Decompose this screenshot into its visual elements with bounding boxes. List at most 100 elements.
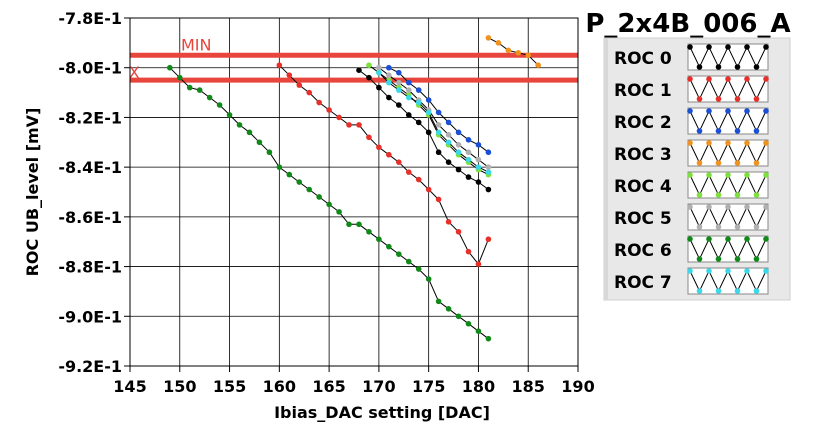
legend: ROC 0 ROC 1 ROC 2 ROC 3 ROC 4 ROC 5 ROC 6 ROC 7 [603, 37, 791, 301]
legend-swatch-marker [706, 140, 712, 146]
data-point [465, 156, 472, 163]
data-point [415, 87, 422, 93]
data-point [505, 47, 512, 54]
legend-swatch-marker [763, 108, 769, 114]
data-point [386, 64, 392, 71]
data-point [376, 236, 382, 243]
data-point [306, 89, 313, 96]
legend-swatch-marker [763, 44, 769, 50]
legend-swatch-marker [734, 224, 741, 230]
data-point [356, 122, 362, 128]
data-point [316, 99, 322, 106]
legend-swatch [687, 139, 769, 167]
legend-swatch-marker [725, 44, 731, 50]
legend-swatch-marker [696, 128, 703, 134]
legend-swatch-marker [734, 96, 741, 102]
data-point [276, 62, 283, 69]
data-point [326, 201, 332, 208]
x-tick-label: 150 [163, 377, 196, 396]
data-point [485, 169, 492, 175]
data-point [485, 186, 492, 193]
data-point [396, 102, 402, 108]
legend-swatch [687, 267, 769, 295]
data-point [455, 228, 462, 235]
data-point [515, 50, 522, 56]
data-point [435, 298, 442, 305]
data-point [465, 320, 472, 327]
legend-swatch-marker [725, 140, 731, 146]
data-point [376, 144, 382, 151]
legend-swatch-marker [744, 268, 750, 274]
reference-lines: MIN MAX [130, 35, 578, 83]
data-point [445, 132, 452, 138]
legend-swatch [687, 235, 769, 263]
data-point [346, 122, 352, 128]
data-point [366, 134, 372, 141]
x-tick-label: 175 [412, 377, 445, 396]
data-point [425, 276, 432, 282]
y-tick-label: -8.6E-1 [58, 208, 122, 227]
legend-label: ROC 3 [614, 145, 672, 165]
legend-swatch-marker [715, 64, 722, 70]
data-point [286, 171, 293, 178]
data-point [306, 186, 313, 193]
legend-swatch-marker [744, 44, 750, 50]
legend-swatch-marker [753, 96, 760, 102]
data-point [256, 139, 263, 146]
data-point [296, 179, 303, 185]
x-axis-label: Ibias_DAC setting [DAC] [274, 403, 490, 422]
legend-swatch-marker [687, 204, 693, 210]
legend-swatch [687, 203, 769, 231]
data-point [396, 79, 402, 86]
data-point [465, 137, 472, 143]
legend-label: ROC 2 [614, 113, 672, 133]
legend-swatch-marker [763, 76, 769, 82]
legend-swatch-marker [715, 160, 722, 166]
legend-swatch-marker [744, 172, 750, 178]
legend-swatch-marker [753, 192, 760, 198]
legend-swatch-marker [734, 256, 741, 262]
data-point [455, 129, 462, 136]
data-point [386, 243, 392, 250]
data-point [316, 194, 322, 200]
legend-swatch-marker [706, 236, 712, 242]
y-axis-label: ROC UB_level [mV] [23, 108, 42, 277]
data-point [386, 94, 392, 101]
data-point [167, 64, 173, 71]
legend-swatch-marker [753, 128, 760, 134]
legend-swatch-marker [763, 140, 769, 146]
data-point [485, 35, 492, 41]
legend-swatch-marker [744, 108, 750, 114]
series-group [167, 35, 541, 342]
legend-swatch-marker [734, 288, 741, 294]
legend-swatch-marker [753, 224, 760, 230]
data-point [495, 40, 502, 46]
data-point [485, 236, 492, 243]
x-tick-label: 160 [263, 377, 296, 396]
series-roc-3 [485, 35, 541, 69]
data-point [415, 99, 422, 106]
data-point [216, 102, 223, 108]
legend-swatch-marker [744, 236, 750, 242]
data-point [356, 67, 362, 73]
legend-swatch-marker [734, 160, 741, 166]
legend-swatch-marker [706, 268, 712, 274]
data-point [186, 84, 193, 91]
data-point [405, 169, 412, 175]
data-point [445, 306, 452, 312]
legend-swatch-marker [687, 268, 693, 274]
data-point [386, 79, 392, 86]
data-point [475, 179, 482, 185]
data-point [405, 258, 412, 265]
data-point [455, 313, 462, 320]
series-roc-7 [376, 69, 492, 175]
legend-swatch-marker [696, 192, 703, 198]
data-point [396, 159, 402, 165]
legend-label: ROC 6 [614, 241, 672, 261]
data-point [336, 209, 342, 215]
legend-swatch-marker [725, 236, 731, 242]
data-point [445, 139, 452, 146]
data-point [196, 87, 203, 93]
